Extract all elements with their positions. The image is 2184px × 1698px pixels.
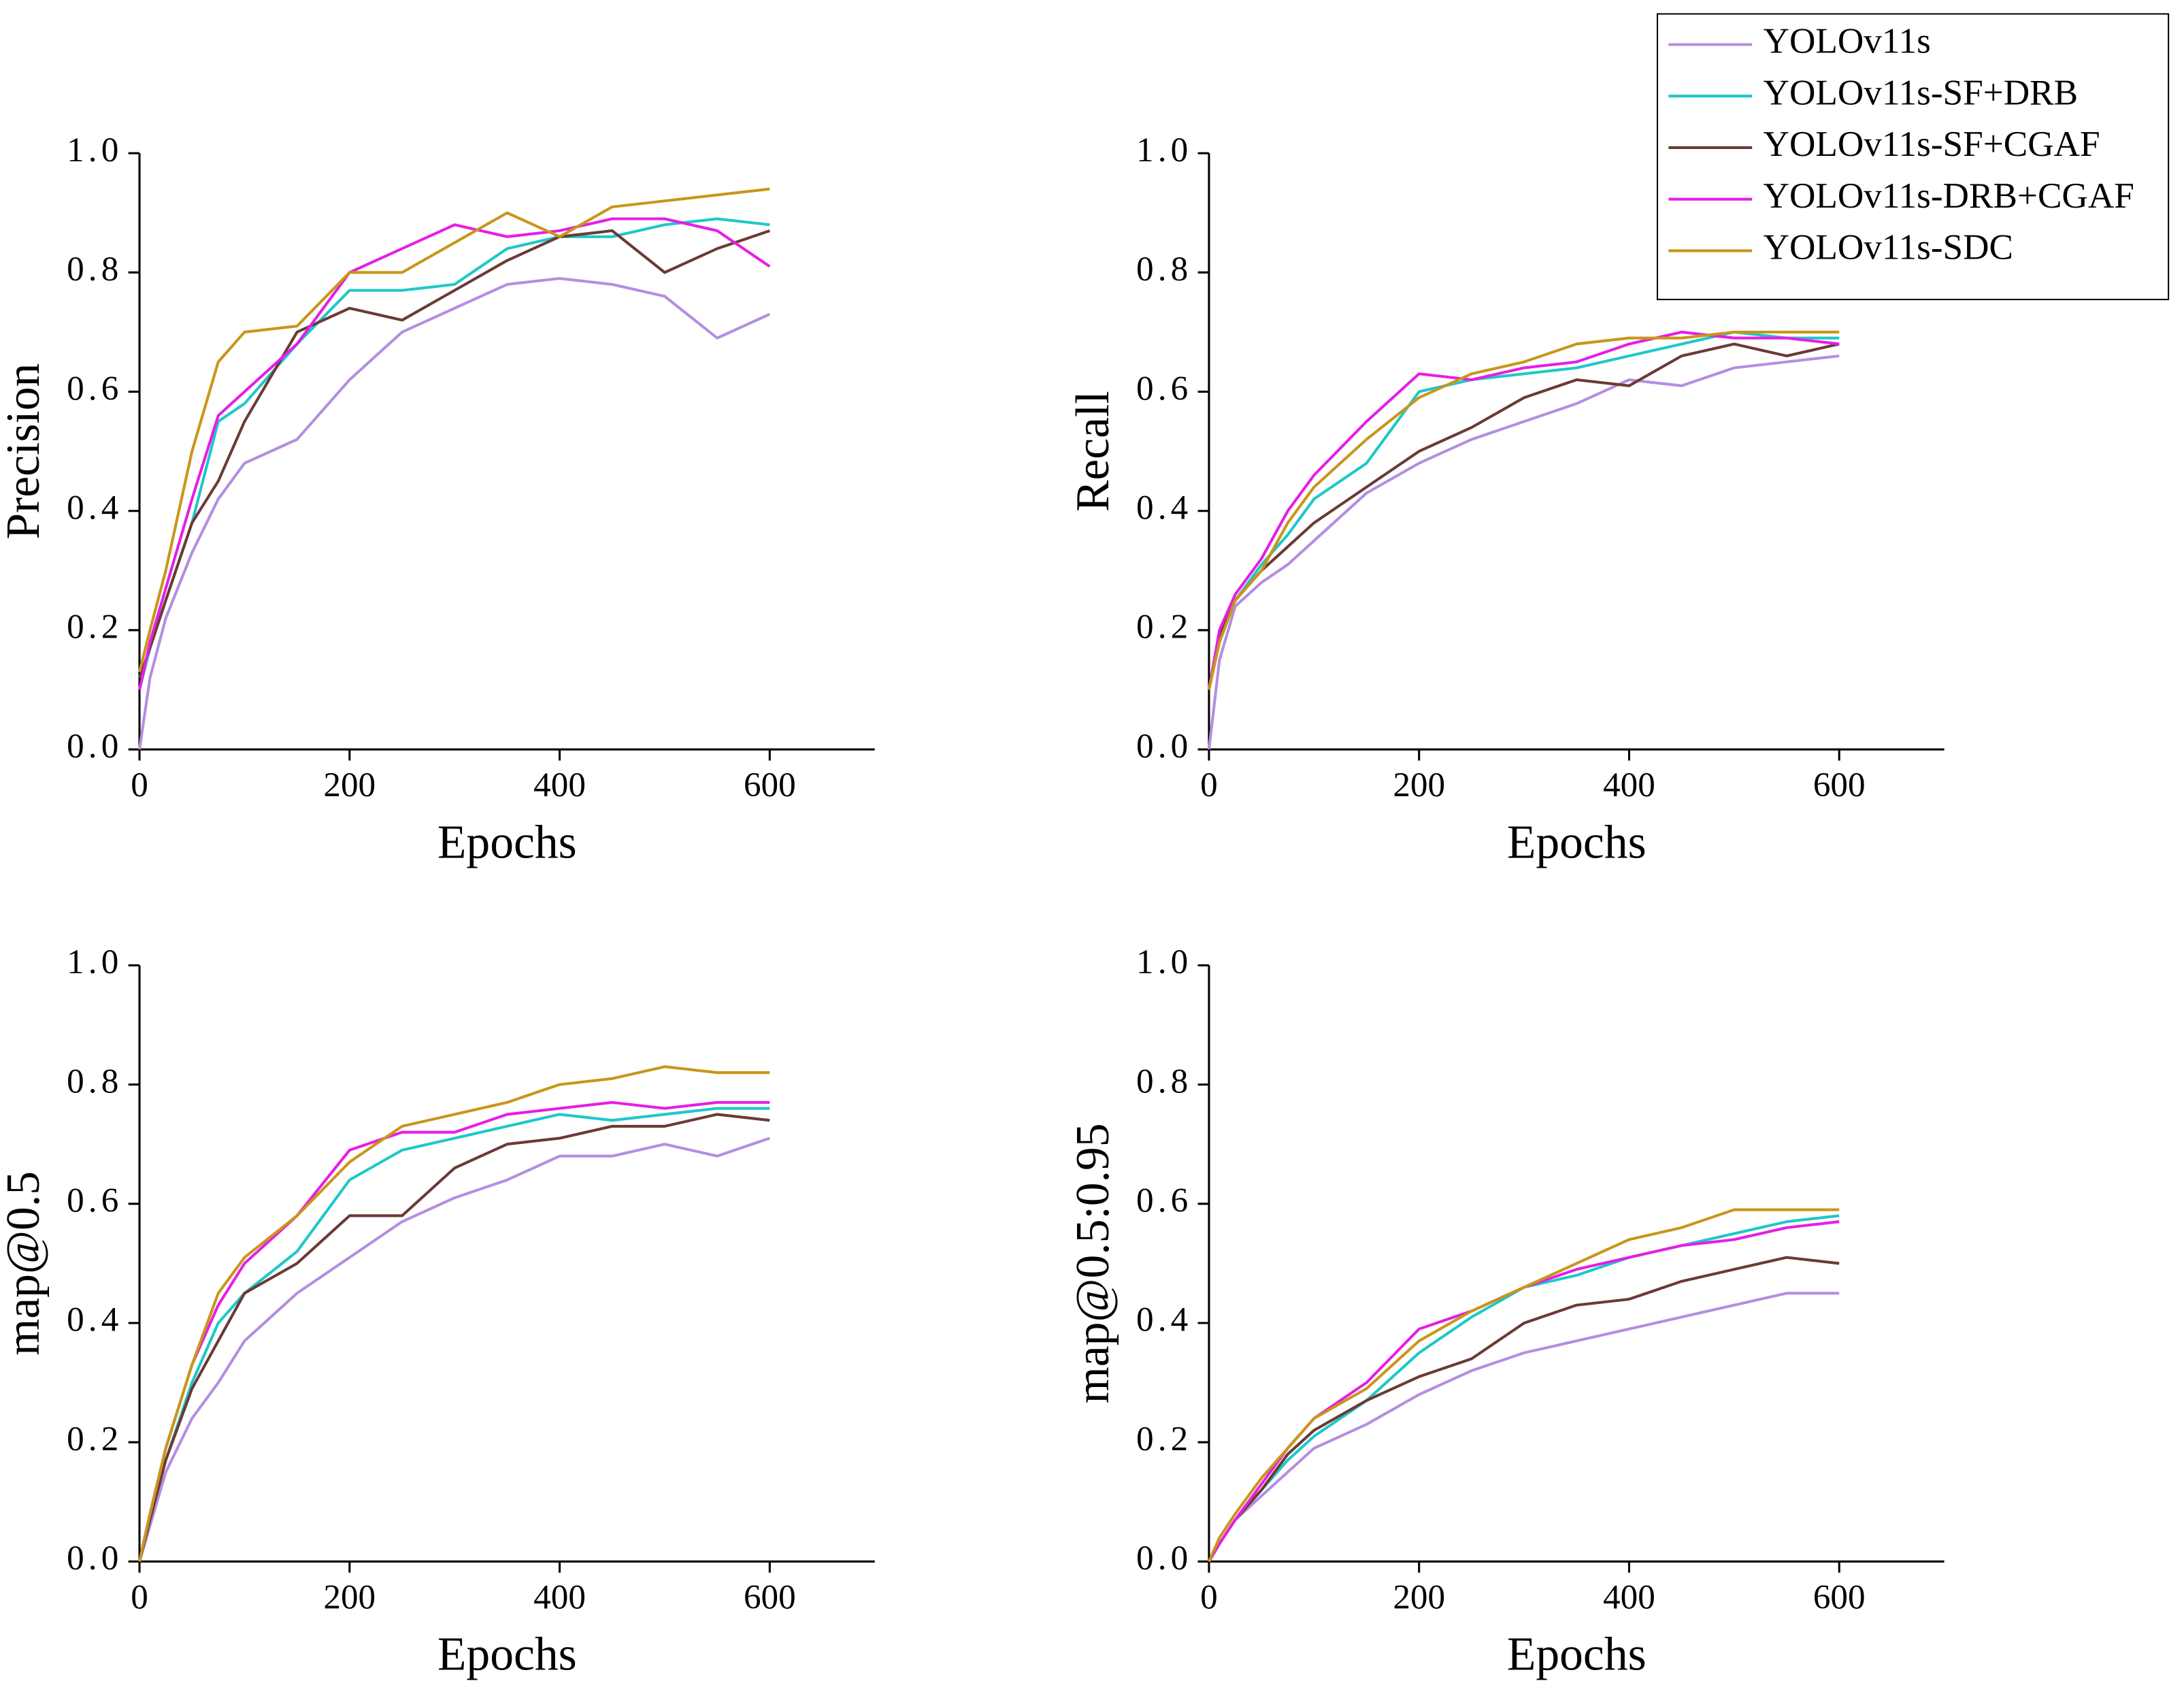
y-tick-label: 0.4 xyxy=(1136,488,1192,527)
series-line: YOLOv11s-DRB+CGAF xyxy=(1207,330,1840,690)
y-axis-label: map@0.5:0.95 xyxy=(1067,1123,1119,1403)
y-tick-label: 1.0 xyxy=(67,131,122,169)
series-line: YOLOv11s xyxy=(1208,1292,1840,1563)
y-tick-label: 0.6 xyxy=(67,1181,122,1220)
series-line: YOLOv11s-SF+CGAF xyxy=(1208,1256,1840,1563)
x-axis-label: Epochs xyxy=(437,1629,577,1681)
series-line: YOLOv11s-SF+CGAF xyxy=(1207,342,1840,690)
y-axis-label: map@0.5 xyxy=(0,1171,50,1356)
y-tick-label: 0.6 xyxy=(1136,1181,1192,1220)
y-tick-label: 0.8 xyxy=(1136,1062,1192,1100)
y-tick-label: 0.2 xyxy=(67,608,122,647)
y-tick-label: 0.0 xyxy=(1136,727,1192,766)
series-line: YOLOv11s-SDC xyxy=(138,1065,770,1562)
x-axis-label: Epochs xyxy=(437,816,577,868)
y-tick-label: 0.2 xyxy=(1136,608,1192,647)
y-tick-label: 0.6 xyxy=(1136,369,1192,408)
series-line: YOLOv11s-SDC xyxy=(1207,330,1840,690)
legend-label: YOLOv11s-DRB+CGAF xyxy=(1764,176,2134,216)
y-tick-label: 0.0 xyxy=(67,1539,122,1578)
x-tick-label: 0 xyxy=(1200,766,1218,804)
x-tick-label: 400 xyxy=(1603,1578,1655,1616)
y-tick-label: 0.4 xyxy=(67,1301,122,1339)
x-tick-label: 0 xyxy=(1200,1578,1218,1616)
x-tick-label: 400 xyxy=(533,1578,586,1616)
legend-label: YOLOv11s xyxy=(1764,21,1931,61)
series-line xyxy=(137,277,771,750)
x-tick-label: 0 xyxy=(131,766,148,804)
y-tick-label: 1.0 xyxy=(1136,943,1192,981)
x-tick-label: 600 xyxy=(1813,766,1866,804)
x-tick-label: 600 xyxy=(744,766,796,804)
series-line: YOLOv11s-DRB+CGAF xyxy=(1208,1220,1840,1563)
y-tick-label: 1.0 xyxy=(1136,131,1192,169)
series-line xyxy=(138,217,771,690)
y-tick-label: 0.4 xyxy=(67,488,122,527)
y-axis-label: Recall xyxy=(1067,391,1119,512)
x-axis-label: Epochs xyxy=(1507,1629,1647,1681)
x-tick-label: 0 xyxy=(131,1578,148,1616)
series-line xyxy=(138,187,770,672)
x-tick-label: 600 xyxy=(744,1578,796,1616)
y-tick-label: 0.4 xyxy=(1136,1301,1192,1339)
y-tick-label: 0.0 xyxy=(1136,1539,1192,1578)
x-tick-label: 200 xyxy=(323,1578,376,1616)
y-tick-label: 0.0 xyxy=(67,727,122,766)
series-line xyxy=(138,229,770,679)
series-line: YOLOv11s xyxy=(1207,354,1840,750)
x-tick-label: 600 xyxy=(1813,1578,1866,1616)
x-axis-label: Epochs xyxy=(1507,816,1647,868)
series-line: YOLOv11s-SF+CGAF xyxy=(138,1113,770,1562)
series-line: YOLOv11s xyxy=(138,1137,770,1562)
y-tick-label: 0.2 xyxy=(67,1420,122,1458)
y-tick-label: 0.8 xyxy=(1136,250,1192,289)
y-tick-label: 1.0 xyxy=(67,943,122,981)
x-tick-label: 200 xyxy=(1393,766,1445,804)
y-axis-label: Precision xyxy=(0,363,50,540)
series-line: YOLOv11s-SF+DRB xyxy=(138,1107,770,1562)
y-tick-label: 0.8 xyxy=(67,1062,122,1100)
legend-label: YOLOv11s-SDC xyxy=(1764,227,2014,267)
series-line: YOLOv11s-DRB+CGAF xyxy=(138,1100,770,1562)
series-line: YOLOv11s-SF+DRB xyxy=(1207,330,1840,690)
x-tick-label: 200 xyxy=(323,766,376,804)
legend-label: YOLOv11s-SF+DRB xyxy=(1764,72,2079,112)
x-tick-label: 200 xyxy=(1393,1578,1445,1616)
legend-label: YOLOv11s-SF+CGAF xyxy=(1764,124,2100,164)
x-tick-label: 400 xyxy=(533,766,586,804)
y-tick-label: 0.8 xyxy=(67,250,122,289)
series-line: YOLOv11s-SDC xyxy=(1208,1208,1840,1563)
y-tick-label: 0.6 xyxy=(67,369,122,408)
x-tick-label: 400 xyxy=(1603,766,1655,804)
y-tick-label: 0.2 xyxy=(1136,1420,1192,1458)
